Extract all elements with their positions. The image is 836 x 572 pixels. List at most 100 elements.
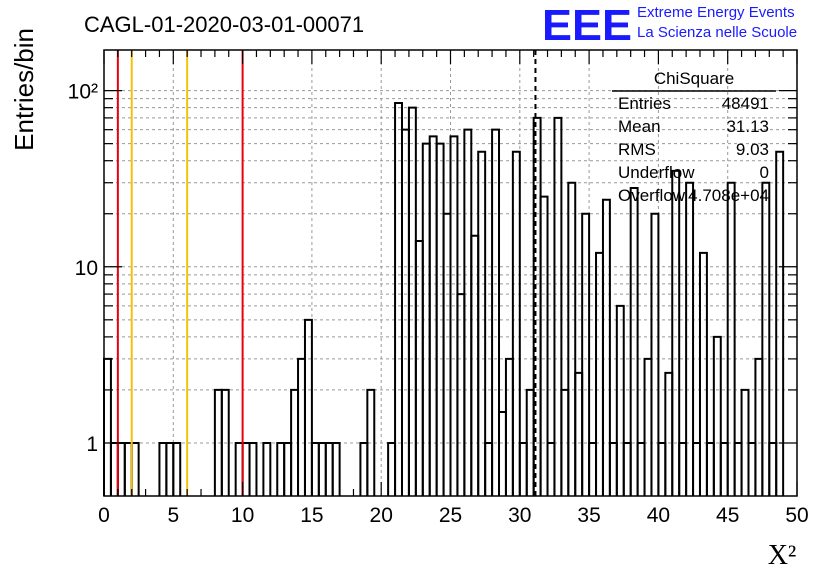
histogram-bin bbox=[484, 441, 494, 496]
histogram-bin bbox=[456, 293, 466, 496]
histogram-bin bbox=[518, 441, 528, 496]
stats-rows: Entries 48491 Mean 31.13 RMS 9.03 Underflow 0 Ov… bbox=[618, 94, 769, 205]
y-tick-label: 1 bbox=[86, 433, 98, 456]
histogram-bin bbox=[116, 441, 126, 496]
histogram-bin bbox=[449, 135, 459, 496]
histogram-bin bbox=[664, 371, 674, 496]
x-tick-label: 45 bbox=[716, 504, 739, 527]
histogram-bin bbox=[643, 357, 653, 496]
histogram-bin bbox=[276, 441, 286, 496]
histogram-bin bbox=[671, 169, 681, 496]
histogram-bin bbox=[698, 251, 708, 496]
logo-letters: EEE bbox=[542, 1, 632, 50]
histogram-bin bbox=[442, 212, 452, 496]
histogram-bin bbox=[504, 357, 514, 496]
histogram-bin bbox=[297, 357, 306, 496]
histogram-bin bbox=[581, 212, 591, 496]
histogram-bin bbox=[712, 335, 722, 496]
histogram-bin bbox=[241, 441, 251, 496]
x-tick-label: 5 bbox=[167, 504, 179, 527]
histogram-bin bbox=[331, 441, 341, 496]
stats-value: 9.03 bbox=[736, 140, 769, 159]
histogram-bin bbox=[428, 135, 438, 496]
histogram-bin bbox=[636, 441, 646, 496]
histogram-bin bbox=[463, 128, 473, 496]
histogram-bin bbox=[775, 150, 785, 496]
histogram-bin bbox=[588, 441, 598, 496]
histogram-bin bbox=[629, 187, 639, 496]
x-tick-label: 10 bbox=[231, 504, 254, 527]
histogram-bin bbox=[657, 441, 667, 496]
histogram-bin bbox=[498, 410, 507, 496]
histogram-bin bbox=[324, 441, 334, 496]
histogram-bin bbox=[511, 150, 521, 496]
logo-line1: Extreme Energy Events bbox=[637, 4, 795, 21]
histogram-bin bbox=[303, 318, 313, 496]
histogram-bin bbox=[130, 441, 140, 496]
histogram-bin bbox=[685, 181, 695, 496]
histogram-bin bbox=[172, 441, 182, 496]
histogram-bin bbox=[310, 441, 320, 496]
histogram-bin bbox=[283, 441, 293, 496]
histogram-bin bbox=[615, 304, 625, 496]
histogram-bin bbox=[109, 441, 119, 496]
histogram-bin bbox=[595, 251, 604, 496]
histogram-bin bbox=[359, 441, 369, 496]
x-tick-label: 25 bbox=[439, 504, 462, 527]
stats-label: Entries bbox=[618, 94, 671, 113]
stats-value: 4.708e+04 bbox=[688, 186, 769, 205]
histogram-bin bbox=[747, 441, 757, 496]
histogram-bin bbox=[103, 357, 112, 496]
logo-line2: La Scienza nelle Scuole bbox=[637, 24, 797, 41]
axis-ticks bbox=[103, 50, 798, 496]
histogram-bin bbox=[539, 195, 549, 496]
histogram-bin bbox=[165, 441, 175, 496]
histogram-bin bbox=[761, 181, 771, 496]
x-tick-label: 0 bbox=[98, 504, 110, 527]
histogram-bin bbox=[394, 102, 403, 496]
x-tick-label: 20 bbox=[370, 504, 393, 527]
stats-value: 48491 bbox=[722, 94, 769, 113]
histogram-bin bbox=[366, 388, 376, 496]
histogram-bin bbox=[754, 357, 764, 496]
stats-box: ChiSquare Entries 48491 Mean 31.13 RMS 9.03 Un… bbox=[612, 69, 776, 205]
stats-value: 0 bbox=[760, 163, 769, 182]
eee-logo: EEE Extreme Energy Events La Scienza nel… bbox=[542, 1, 797, 50]
histogram-bin bbox=[262, 441, 272, 496]
y-tick-label: 10 bbox=[75, 257, 98, 280]
stats-label: Mean bbox=[618, 117, 661, 136]
histogram-bin bbox=[123, 441, 133, 496]
histogram-bin bbox=[234, 441, 244, 496]
stats-label: Overflow bbox=[618, 186, 686, 205]
x-axis-title: X² bbox=[768, 540, 797, 571]
histogram-bin bbox=[692, 441, 701, 496]
histogram-bin bbox=[678, 441, 688, 496]
x-tick-label: 40 bbox=[647, 504, 670, 527]
histogram bbox=[103, 102, 785, 496]
histogram-bin bbox=[726, 181, 736, 496]
histogram-bin bbox=[248, 441, 258, 496]
histogram-bin bbox=[608, 441, 618, 496]
histogram-bin bbox=[553, 116, 563, 496]
histogram-bin bbox=[719, 441, 729, 496]
histogram-bin bbox=[220, 388, 230, 496]
histogram-bin bbox=[491, 128, 501, 496]
stats-title: ChiSquare bbox=[654, 69, 734, 88]
histogram-bin bbox=[387, 441, 397, 496]
histogram-bin bbox=[414, 240, 424, 496]
histogram-bin bbox=[546, 441, 556, 496]
stats-value: 31.13 bbox=[726, 117, 769, 136]
y-tick-label: 10² bbox=[68, 81, 98, 104]
histogram-bin bbox=[650, 212, 660, 496]
histogram-bin bbox=[601, 198, 611, 496]
x-tick-label: 15 bbox=[300, 504, 323, 527]
chart-title: CAGL-01-2020-03-01-00071 bbox=[84, 12, 364, 37]
histogram-bin bbox=[158, 441, 168, 496]
reference-lines bbox=[116, 50, 537, 496]
x-tick-label: 50 bbox=[785, 504, 808, 527]
y-axis-title: Entries/bin bbox=[9, 28, 39, 151]
histogram-bin bbox=[768, 441, 778, 496]
histogram-bin bbox=[317, 441, 327, 496]
stats-label: RMS bbox=[618, 140, 656, 159]
tick-labels: 0 5 10 15 20 25 30 35 40 45 50 1 10 10² bbox=[68, 81, 809, 527]
